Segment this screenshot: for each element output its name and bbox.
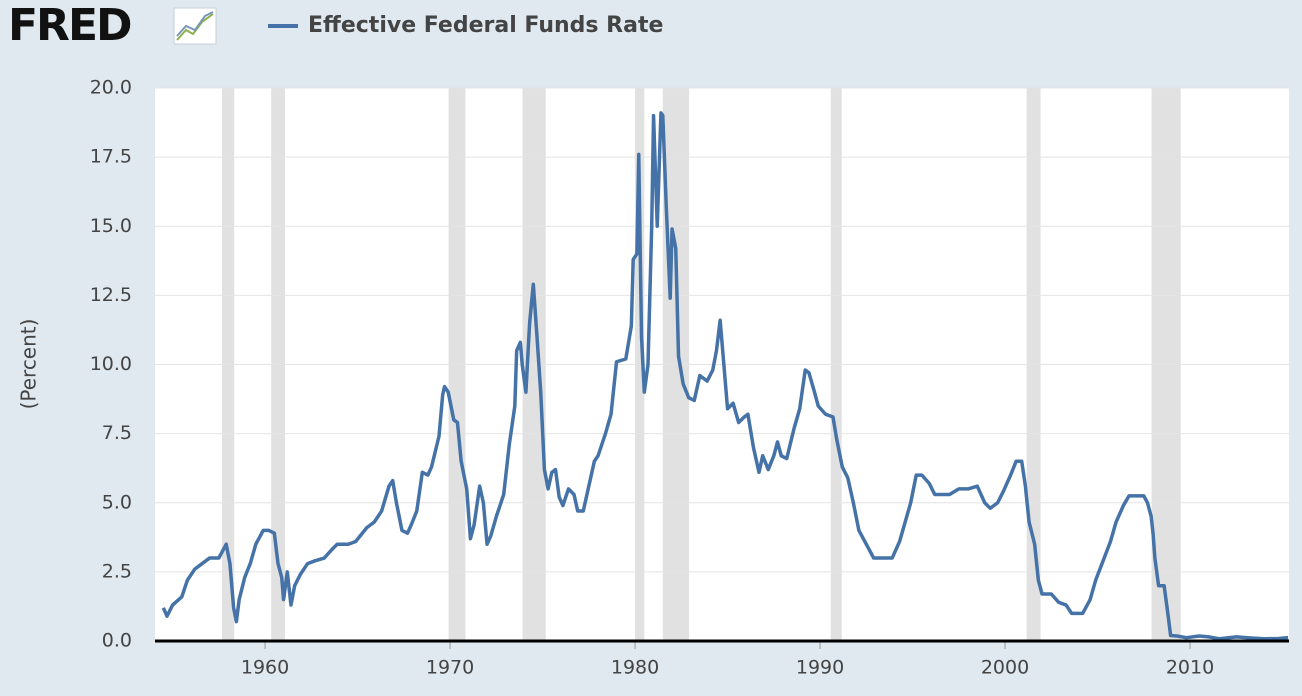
y-tick-label: 20.0 <box>90 77 132 99</box>
logo-text[interactable]: FRED <box>8 0 133 51</box>
series-line <box>161 111 1289 641</box>
y-tick-label: 5.0 <box>102 491 132 513</box>
logo-icon <box>173 7 217 45</box>
y-tick-label: 0.0 <box>102 630 132 652</box>
y-tick-label: 17.5 <box>90 146 132 168</box>
y-tick-label: 12.5 <box>90 284 132 306</box>
x-tick-label: 2000 <box>981 657 1029 679</box>
x-tick-label: 1960 <box>241 657 289 679</box>
y-tick-label: 2.5 <box>102 560 132 582</box>
x-tick-label: 1990 <box>796 657 844 679</box>
y-tick-label: 7.5 <box>102 422 132 444</box>
y-tick-label: 15.0 <box>90 215 132 237</box>
x-tick-label: 1970 <box>426 657 474 679</box>
x-tick-label: 2010 <box>1166 657 1214 679</box>
y-tick-label: 10.0 <box>90 353 132 375</box>
x-tick-label: 1980 <box>611 657 659 679</box>
y-axis-label: (Percent) <box>17 319 41 410</box>
legend-label: Effective Federal Funds Rate <box>308 13 663 38</box>
